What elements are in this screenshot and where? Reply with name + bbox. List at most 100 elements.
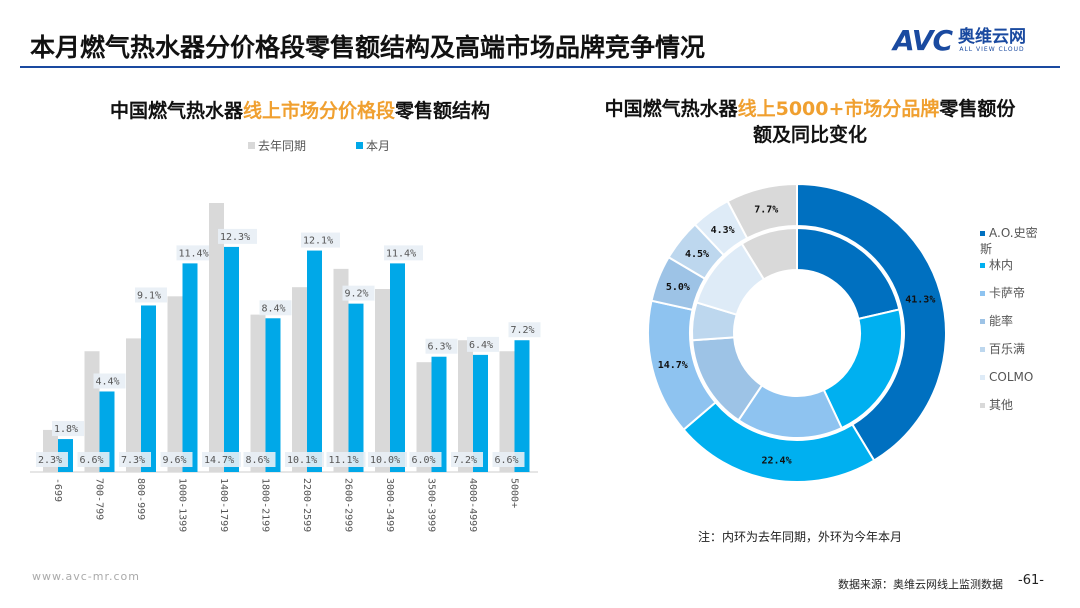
data-label-last-year: 6.6% — [80, 455, 104, 466]
logo-cn: 奥维云网 — [958, 27, 1026, 47]
legend-item: 能率 — [980, 313, 1040, 329]
data-label-last-year: 11.1% — [329, 455, 359, 466]
page-number: -61- — [1018, 573, 1044, 588]
bar-last-year — [126, 338, 141, 472]
title-part: 中国燃气热水器 — [604, 98, 738, 120]
bar-chart-title: 中国燃气热水器线上市场分价格段零售额结构 — [40, 96, 560, 123]
data-label-bg — [467, 336, 499, 352]
data-label-bg — [93, 373, 126, 389]
data-label-last-year: 2.3% — [38, 455, 62, 466]
page-title: 本月燃气热水器分价格段零售额结构及高端市场品牌竞争情况 — [30, 33, 706, 62]
data-label-last-year: 6.0% — [412, 455, 436, 466]
legend-item-last-year: 去年同期 — [248, 137, 306, 154]
data-label-this-month: 12.3% — [220, 232, 250, 243]
donut-chart: 41.3% 22.4% 14.7% 5.0% 4.5% 4.3% 7.7% — [647, 182, 947, 483]
footer-url: www.avc-mr.com — [32, 570, 140, 583]
data-label-this-month: 6.4% — [469, 340, 493, 351]
data-label-bg — [326, 452, 366, 467]
x-tick-label: 700-799 — [94, 478, 105, 520]
avc-logo: AVC 奥维云网 ALL VIEW CLOUD — [893, 24, 1026, 57]
x-tick-label: -699 — [52, 478, 63, 502]
bar-last-year — [333, 268, 349, 472]
bar-this-month — [307, 250, 322, 472]
data-label-this-month: 8.4% — [262, 303, 286, 314]
legend-item-this-month: 本月 — [356, 137, 390, 154]
donut-legend: A.O.史密斯 林内 卡萨帝 能率 百乐满 COLMO 其他 — [980, 225, 1040, 425]
outer-ring-label: 22.4% — [762, 455, 792, 466]
title-divider — [20, 66, 1060, 68]
outer-ring-label: 14.7% — [658, 360, 688, 371]
legend-label: 百乐满 — [989, 342, 1026, 356]
x-tick-label: 2200-2599 — [301, 478, 312, 532]
outer-ring-segment — [726, 182, 798, 240]
outer-ring-segment — [796, 182, 947, 462]
outer-ring-label: 5.0% — [666, 282, 690, 293]
data-label-last-year: 7.3% — [121, 455, 145, 466]
data-label-bg — [243, 452, 276, 467]
data-label-this-month: 11.4% — [386, 248, 416, 259]
bar-chart: 2.3% 1.8% -699 6.6% 4.4% 700-799 7.3% 9.1% 800-9… — [30, 202, 541, 532]
legend-label: 去年同期 — [258, 139, 307, 153]
data-label-bg — [368, 452, 407, 467]
title-part: 中国燃气热水器 — [109, 100, 243, 122]
x-tick-label: 3000-3499 — [384, 478, 395, 532]
x-tick-label: 800-999 — [135, 478, 146, 520]
legend-item: 百乐满 — [980, 341, 1040, 357]
outer-ring-label: 7.7% — [754, 205, 778, 216]
data-label-last-year: 8.6% — [246, 455, 270, 466]
bar-last-year — [416, 362, 432, 472]
outer-ring-label: 4.3% — [711, 225, 735, 236]
legend-label: 卡萨帝 — [989, 286, 1026, 300]
bar-last-year — [167, 296, 183, 472]
bar-this-month — [99, 391, 115, 472]
bar-legend: 去年同期 本月 — [248, 137, 390, 154]
title-part: 零售额结构 — [395, 100, 491, 122]
data-label-bg — [52, 421, 84, 437]
data-label-this-month: 9.1% — [137, 290, 161, 301]
data-label-bg — [176, 245, 216, 261]
data-label-bg — [77, 452, 110, 467]
data-label-bg — [425, 338, 458, 354]
bar-this-month — [182, 263, 198, 472]
bar-this-month — [431, 356, 447, 472]
data-label-bg — [451, 452, 483, 467]
data-label-bg — [160, 452, 193, 467]
data-label-bg — [259, 300, 292, 316]
data-label-this-month: 11.4% — [179, 248, 209, 259]
data-label-this-month: 12.1% — [303, 236, 333, 247]
data-label-bg — [508, 322, 541, 338]
legend-swatch — [980, 319, 985, 324]
legend-swatch — [980, 403, 985, 408]
data-label-bg — [384, 245, 423, 261]
bar-last-year — [209, 202, 224, 473]
data-label-last-year: 7.2% — [453, 455, 477, 466]
data-label-bg — [492, 452, 525, 467]
chart-note: 注：内环为去年同期，外环为今年本月 — [698, 530, 903, 544]
legend-item: 其他 — [980, 397, 1040, 413]
data-label-bg — [36, 452, 68, 467]
data-label-bg — [202, 452, 241, 467]
bar-this-month — [224, 246, 239, 472]
legend-label: 能率 — [989, 314, 1014, 328]
legend-item: 卡萨帝 — [980, 285, 1040, 301]
data-label-last-year: 10.0% — [370, 455, 400, 466]
bar-this-month — [348, 303, 364, 472]
bar-last-year — [250, 314, 266, 472]
donut-chart-title: 中国燃气热水器线上5000+市场分品牌零售额份额及同比变化 — [600, 96, 1020, 148]
data-label-this-month: 6.3% — [428, 342, 452, 353]
data-label-last-year: 9.6% — [163, 455, 187, 466]
legend-swatch — [980, 375, 985, 380]
data-label-bg — [342, 285, 375, 301]
x-tick-label: 3500-3999 — [426, 478, 437, 532]
data-label-this-month: 7.2% — [511, 325, 535, 336]
data-label-this-month: 9.2% — [345, 289, 369, 300]
data-label-bg — [409, 452, 442, 467]
data-source: 数据来源：奥维云网线上监测数据 — [838, 578, 1003, 591]
x-tick-label: 1800-2199 — [260, 478, 271, 532]
legend-label: 本月 — [366, 139, 391, 153]
x-tick-label: 1000-1399 — [177, 478, 188, 532]
inner-ring-segment — [740, 226, 798, 281]
bar-last-year — [375, 289, 390, 472]
legend-swatch — [980, 291, 985, 296]
title-highlight: 线上市场分价格段 — [242, 100, 395, 122]
